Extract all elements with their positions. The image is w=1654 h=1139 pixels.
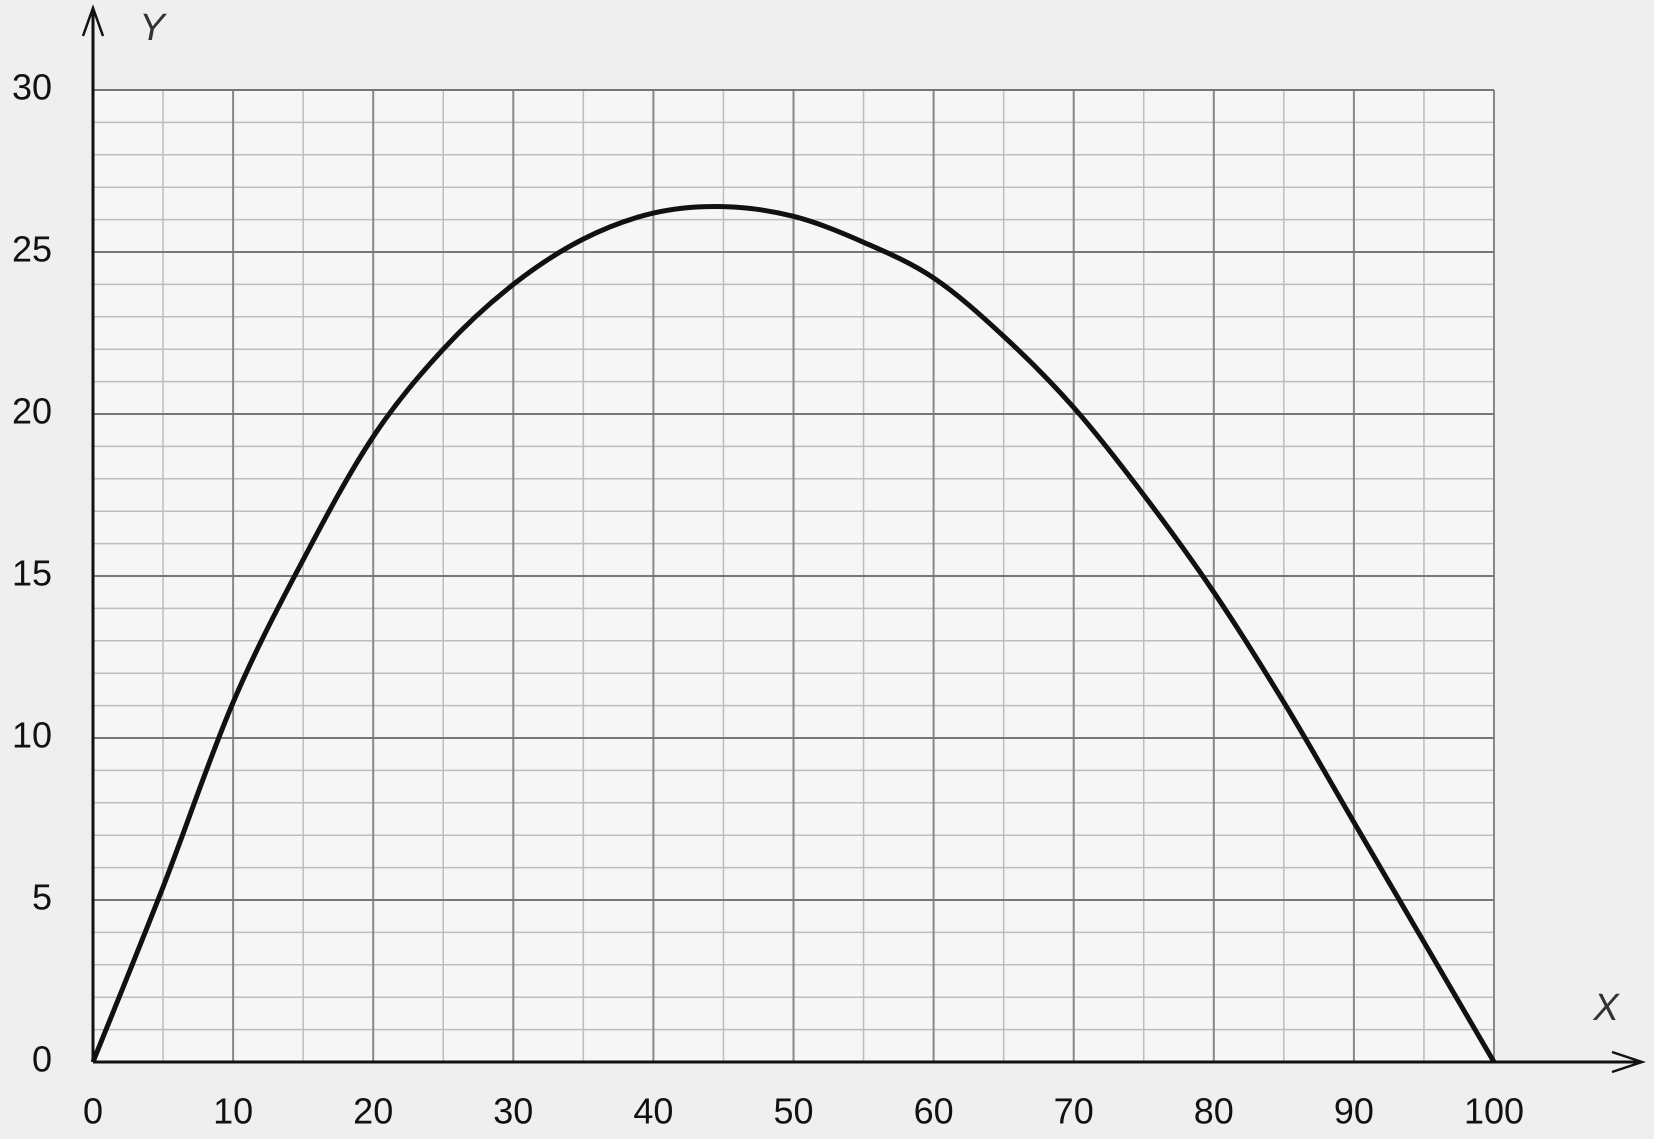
marks bbox=[90, 204, 1497, 1064]
y-axis-label: Y bbox=[139, 7, 167, 49]
y-tick-label: 20 bbox=[12, 391, 52, 432]
grid bbox=[92, 89, 1495, 1063]
x-tick-label: 80 bbox=[1194, 1091, 1234, 1132]
x-axis-arrow bbox=[1611, 1050, 1646, 1074]
y-tick-label: 0 bbox=[32, 1039, 52, 1080]
x-tick-label: 60 bbox=[914, 1091, 954, 1132]
y-tick-label: 5 bbox=[32, 877, 52, 918]
y-tick-label: 10 bbox=[12, 715, 52, 756]
x-tick-label: 50 bbox=[773, 1091, 813, 1132]
tick-labels: 0 10 20 30 40 50 60 70 80 90 100 0 5 10 15 20 25 30 bbox=[12, 67, 1524, 1132]
x-tick-label: 40 bbox=[633, 1091, 673, 1132]
y-tick-label: 30 bbox=[12, 67, 52, 108]
x-tick-label: 30 bbox=[493, 1091, 533, 1132]
x-axis-label: X bbox=[1592, 987, 1620, 1029]
curve bbox=[90, 204, 1497, 1064]
x-tick-label: 70 bbox=[1054, 1091, 1094, 1132]
x-tick-label: 100 bbox=[1464, 1091, 1524, 1132]
x-tick-label: 0 bbox=[83, 1091, 103, 1132]
x-tick-label: 20 bbox=[353, 1091, 393, 1132]
y-tick-label: 25 bbox=[12, 229, 52, 270]
y-axis-arrow bbox=[81, 4, 105, 37]
y-tick-label: 15 bbox=[12, 553, 52, 594]
x-tick-label: 10 bbox=[213, 1091, 253, 1132]
x-tick-label: 90 bbox=[1334, 1091, 1374, 1132]
